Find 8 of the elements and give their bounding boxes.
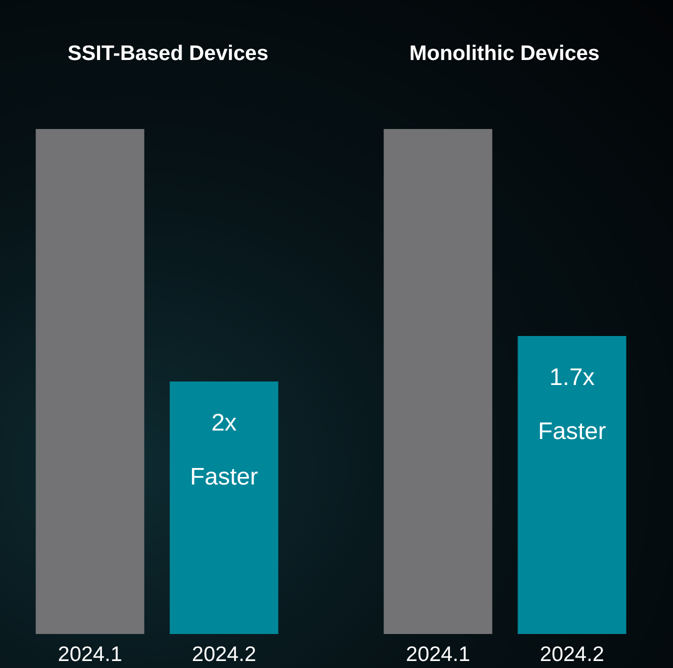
x-tick-label: 2024.1 (58, 643, 122, 666)
annotation: 2x Faster (190, 410, 258, 490)
x-tick-label: 2024.1 (406, 643, 470, 666)
x-tick-label: 2024.2 (540, 643, 604, 666)
annotation: 1.7x Faster (538, 364, 606, 446)
chart-title: Monolithic Devices (409, 42, 600, 65)
chart-title: SSIT-Based Devices (68, 42, 268, 65)
x-tick-label: 2024.2 (192, 643, 256, 666)
